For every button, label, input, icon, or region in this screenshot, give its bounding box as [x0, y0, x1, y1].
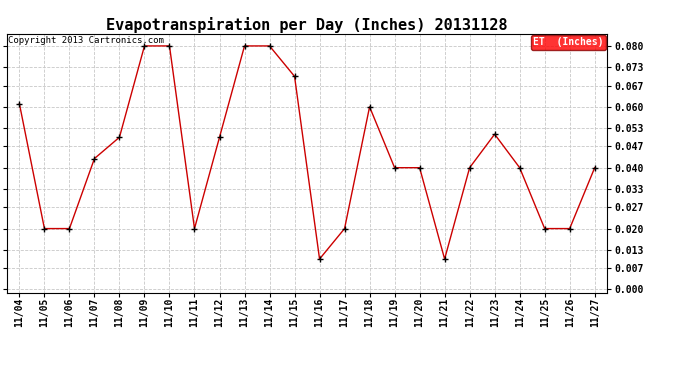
- Legend: ET  (Inches): ET (Inches): [531, 35, 607, 50]
- Title: Evapotranspiration per Day (Inches) 20131128: Evapotranspiration per Day (Inches) 2013…: [106, 16, 508, 33]
- Text: Copyright 2013 Cartronics.com: Copyright 2013 Cartronics.com: [8, 36, 164, 45]
